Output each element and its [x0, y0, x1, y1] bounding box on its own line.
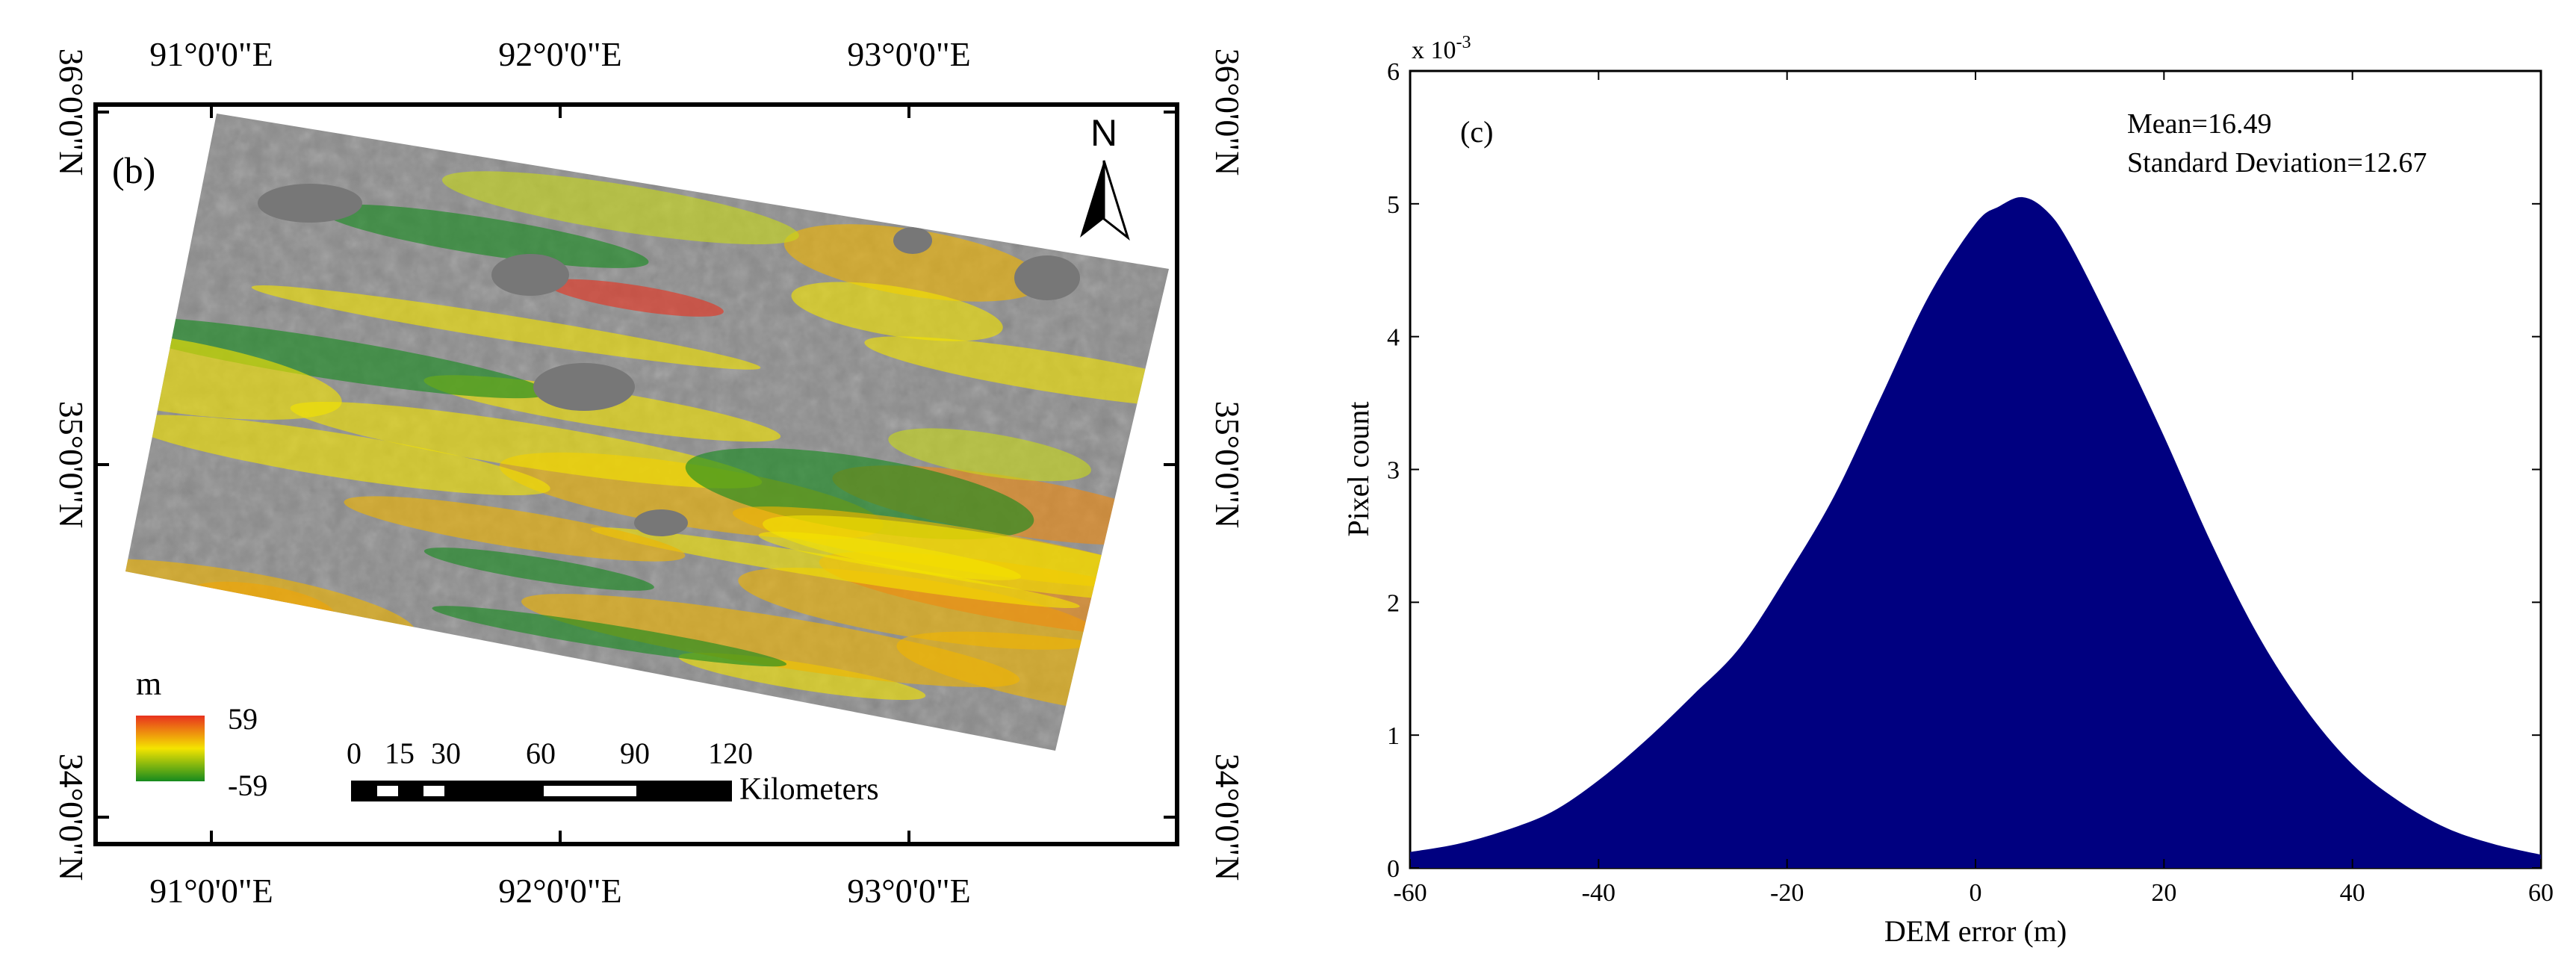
- x-axis: -60 -40 -20 0 20 40 60: [1393, 71, 2554, 907]
- lat-label-left: 36°0'0"N: [52, 49, 90, 176]
- dem-error-band: [685, 447, 1034, 540]
- scale-tick-label: 0: [347, 736, 361, 770]
- map-frame: [93, 102, 1179, 846]
- x-tick-label: 60: [2528, 879, 2554, 907]
- std-annotation: Standard Deviation=12.67: [2127, 147, 2427, 179]
- x-axis-label: DEM error (m): [1884, 914, 2067, 948]
- dem-error-band: [441, 171, 799, 245]
- lake: [1014, 255, 1080, 300]
- scale-tick-label: 30: [431, 736, 461, 770]
- scale-bar-segment: [377, 786, 398, 796]
- scale-unit-label: Kilometers: [739, 772, 879, 807]
- lake: [533, 363, 635, 411]
- dem-error-band: [290, 401, 763, 489]
- dem-error-band: [125, 316, 548, 399]
- dem-error-band: [590, 527, 1080, 609]
- legend-color-ramp: [136, 716, 205, 781]
- map-legend: m 59 -59: [136, 666, 267, 802]
- y-exponent-power: -3: [1456, 33, 1471, 52]
- dem-error-band: [320, 204, 649, 268]
- legend-max-label: 59: [228, 702, 258, 736]
- dem-error-band: [547, 279, 724, 317]
- x-tick-label: -20: [1770, 879, 1804, 907]
- x-tick-label: -40: [1582, 879, 1616, 907]
- north-arrow-icon: N: [1080, 112, 1130, 241]
- scale-bar-segment: [544, 786, 636, 796]
- y-tick-label: 4: [1387, 324, 1400, 352]
- y-tick-label: 5: [1387, 191, 1400, 219]
- graticule-ticks: [96, 105, 1177, 844]
- scale-bar-segment: [423, 786, 444, 796]
- scale-tick-label: 15: [385, 736, 415, 770]
- lon-label-top: 93°0'0"E: [847, 35, 971, 73]
- y-axis-label: Pixel count: [1341, 401, 1375, 536]
- histogram-panel-label: (c): [1460, 115, 1493, 149]
- x-tick-label: 0: [1970, 879, 1982, 907]
- dem-error-band: [791, 282, 1003, 341]
- lake: [258, 184, 362, 223]
- lake: [893, 227, 932, 254]
- dem-error-band: [763, 515, 1169, 602]
- lon-label-bottom: 91°0'0"E: [149, 872, 273, 910]
- lon-label-bottom: 92°0'0"E: [498, 872, 622, 910]
- y-exponent-label: x 10-3: [1412, 33, 1471, 64]
- lat-label-right: 34°0'0"N: [1208, 754, 1247, 881]
- scale-tick-label: 60: [526, 736, 556, 770]
- y-tick-label: 3: [1387, 457, 1400, 485]
- dem-error-band: [432, 606, 787, 667]
- dem-error-band: [914, 146, 1072, 197]
- y-tick-label: 2: [1387, 589, 1400, 617]
- lon-label-top: 92°0'0"E: [498, 35, 622, 73]
- dem-error-band: [125, 415, 550, 496]
- map-panel: (b) N m 59 -59 0 15 30 60 90 120 Kilomet…: [52, 35, 1247, 910]
- lakes: [258, 184, 1080, 536]
- lat-label-right: 36°0'0"N: [1208, 49, 1247, 176]
- x-tick-label: 20: [2151, 879, 2176, 907]
- legend-min-label: -59: [228, 769, 267, 802]
- map-panel-label: (b): [112, 149, 155, 191]
- y-tick-label: 1: [1387, 722, 1400, 750]
- lat-label-left: 34°0'0"N: [52, 754, 90, 881]
- dem-error-band: [758, 531, 1021, 580]
- north-label: N: [1090, 112, 1117, 154]
- y-tick-label: 0: [1387, 855, 1400, 883]
- x-tick-label: 40: [2340, 879, 2365, 907]
- lon-label-top: 91°0'0"E: [149, 35, 273, 73]
- dem-error-map: [125, 114, 1169, 751]
- dem-error-band: [888, 428, 1091, 482]
- dem-error-band: [251, 285, 761, 370]
- lat-label-left: 35°0'0"N: [52, 401, 90, 529]
- legend-unit: m: [136, 666, 161, 702]
- x-tick-label: -60: [1393, 879, 1427, 907]
- dem-error-band: [423, 548, 654, 591]
- scale-tick-label: 120: [708, 736, 753, 770]
- dem-error-band: [738, 568, 1103, 650]
- lake: [634, 509, 688, 536]
- lon-label-bottom: 93°0'0"E: [847, 872, 971, 910]
- dem-error-band: [521, 594, 1020, 687]
- y-tick-label: 6: [1387, 58, 1400, 86]
- lat-label-right: 35°0'0"N: [1208, 401, 1247, 529]
- histogram-area: [1410, 196, 2541, 868]
- dem-error-band: [344, 496, 686, 562]
- scale-bar: 0 15 30 60 90 120 Kilometers: [347, 736, 879, 807]
- lake: [491, 254, 569, 296]
- scale-tick-label: 90: [620, 736, 650, 770]
- dem-error-band: [199, 655, 397, 695]
- y-axis: 0 1 2 3 4 5 6: [1387, 58, 2541, 883]
- mean-annotation: Mean=16.49: [2127, 108, 2271, 140]
